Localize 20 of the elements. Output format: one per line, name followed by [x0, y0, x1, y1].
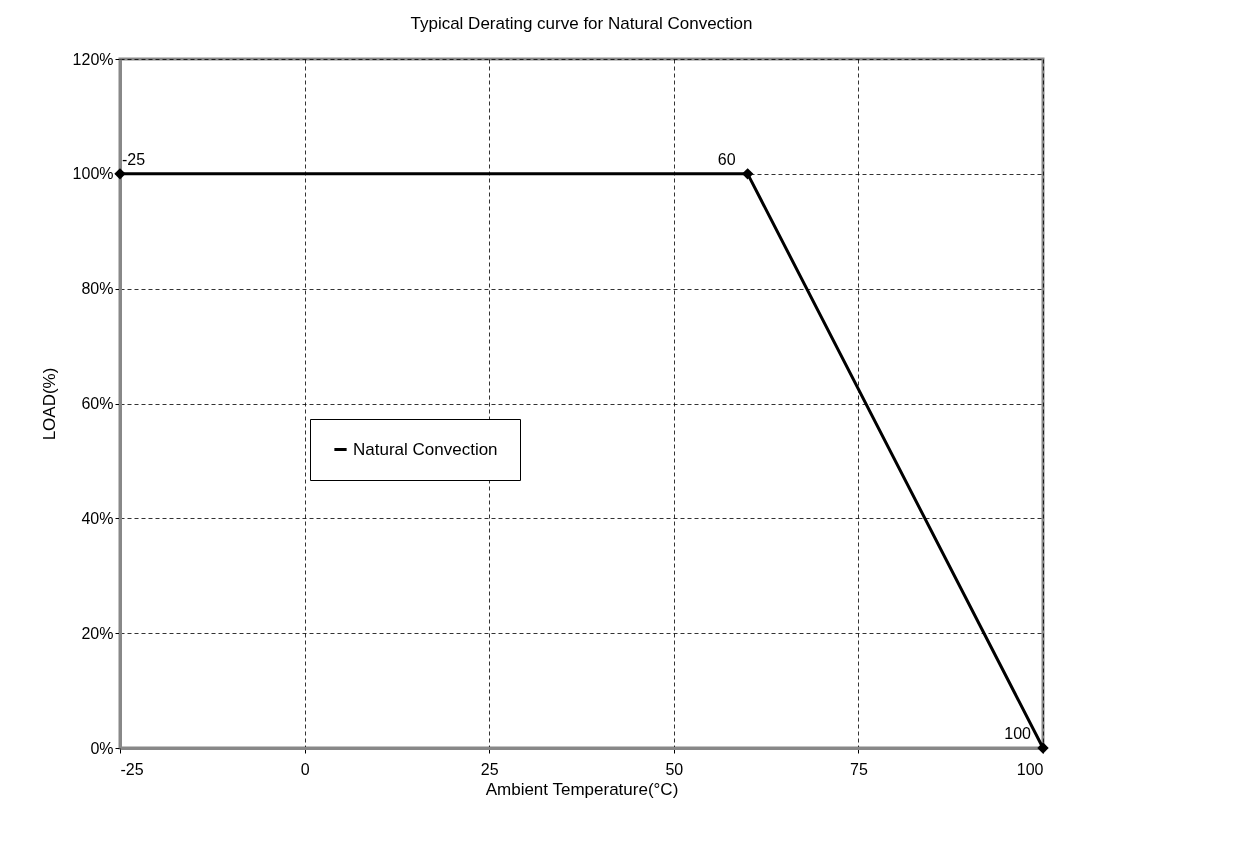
y-tick-label: 40% [81, 509, 114, 527]
x-tick-label: 75 [850, 760, 868, 778]
x-tick-label: 50 [665, 760, 684, 778]
annotation: 60 [717, 150, 736, 168]
y-tick-label: 120% [72, 50, 114, 68]
x-axis-title: Ambient Temperature(°C) [485, 779, 679, 799]
y-tick-label: 100% [72, 165, 114, 183]
annotation: 100 [1004, 725, 1032, 742]
x-tick-label: -25 [120, 760, 144, 778]
x-tick-label: 100 [1016, 760, 1044, 778]
annotation: -25 [122, 150, 146, 168]
chart-title: Typical Derating curve for Natural Convection [410, 14, 753, 33]
y-axis-title: LOAD(%) [39, 367, 59, 441]
y-tick-label: 0% [90, 739, 114, 757]
y-tick-label: 60% [81, 395, 114, 412]
y-tick-label: 80% [81, 280, 114, 298]
y-tick-label: 20% [81, 624, 114, 642]
x-tick-label: 0 [300, 760, 310, 778]
legend-label: Natural Convection [353, 439, 498, 459]
x-tick-label: 25 [480, 760, 499, 778]
